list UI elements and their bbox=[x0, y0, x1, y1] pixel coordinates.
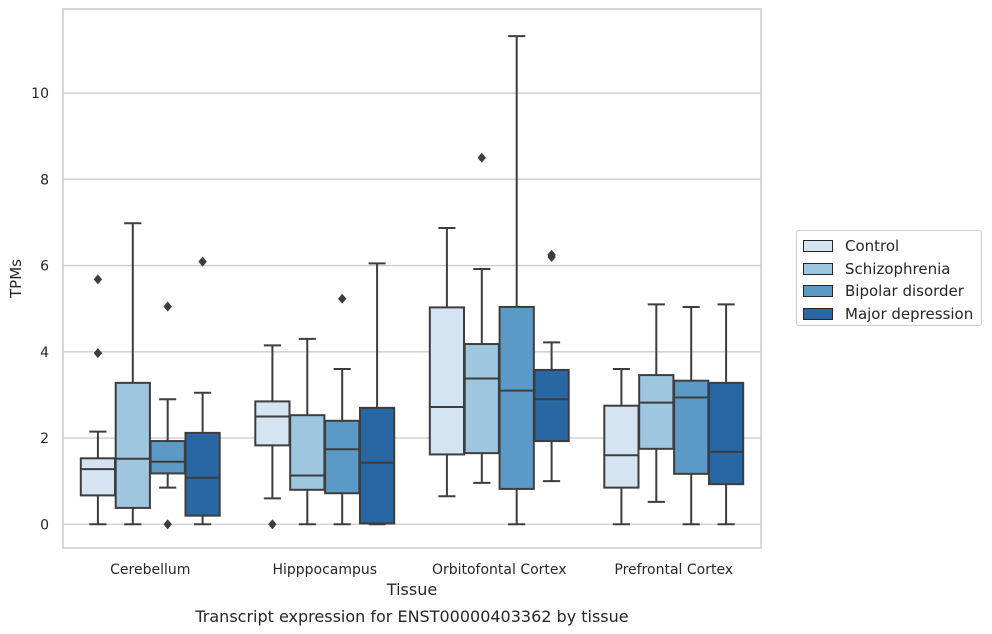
plot-area-frame bbox=[62, 8, 762, 549]
x-tick-label: Prefrontal Cortex bbox=[614, 562, 733, 578]
outlier-point bbox=[198, 256, 207, 267]
box-iqr bbox=[463, 343, 500, 455]
box-2-2 bbox=[498, 35, 535, 526]
box-iqr bbox=[428, 306, 466, 456]
box-3-0 bbox=[603, 368, 640, 526]
box-iqr bbox=[603, 404, 640, 489]
outlier-point bbox=[163, 301, 172, 312]
y-tick-label: 0 bbox=[40, 517, 49, 533]
box-iqr bbox=[498, 305, 535, 490]
boxes-layer bbox=[79, 35, 745, 530]
x-tick-label: Cerebellum bbox=[110, 562, 190, 578]
box-iqr bbox=[638, 374, 675, 450]
y-tick-label: 2 bbox=[40, 431, 49, 447]
outlier-point bbox=[477, 152, 486, 163]
box-0-3 bbox=[184, 256, 221, 526]
legend-swatch bbox=[803, 262, 833, 275]
x-tick-label: Hipppocampus bbox=[272, 562, 377, 578]
box-1-3 bbox=[358, 262, 396, 526]
box-iqr bbox=[149, 440, 186, 475]
legend-label: Bipolar disorder bbox=[845, 282, 964, 301]
chart-title: Transcript expression for ENST0000040336… bbox=[194, 607, 628, 626]
y-tick-label: 4 bbox=[40, 345, 49, 361]
legend-swatch bbox=[803, 285, 833, 298]
outlier-point bbox=[338, 293, 347, 304]
box-1-0 bbox=[254, 344, 291, 530]
box-iqr bbox=[79, 457, 117, 497]
box-iqr bbox=[114, 381, 151, 509]
box-iqr bbox=[358, 406, 396, 525]
x-tick-label: Orbitofontal Cortex bbox=[432, 562, 567, 578]
outlier-point bbox=[93, 348, 103, 359]
box-iqr bbox=[184, 431, 221, 517]
legend-label: Schizophrenia bbox=[845, 259, 951, 278]
y-tick-label: 8 bbox=[40, 172, 49, 188]
box-2-0 bbox=[428, 227, 466, 498]
legend-item: Control bbox=[803, 235, 981, 258]
legend-swatch bbox=[803, 307, 833, 320]
gridlines bbox=[63, 92, 761, 525]
box-iqr bbox=[707, 381, 745, 486]
y-axis-label: TPMs bbox=[7, 259, 25, 299]
box-iqr bbox=[673, 379, 710, 475]
x-axis-label: Tissue bbox=[386, 580, 437, 599]
box-iqr bbox=[289, 414, 326, 491]
box-2-3 bbox=[533, 249, 570, 483]
box-0-2 bbox=[149, 301, 186, 530]
legend: Control Schizophrenia Bipolar disorder Majo… bbox=[796, 230, 982, 326]
box-3-3 bbox=[707, 303, 745, 526]
legend-label: Major depression bbox=[845, 304, 974, 323]
outlier-point bbox=[93, 274, 103, 285]
outlier-point bbox=[163, 519, 172, 530]
box-3-1 bbox=[638, 303, 675, 503]
box-0-1 bbox=[114, 222, 151, 526]
legend-item: Schizophrenia bbox=[803, 258, 981, 281]
box-2-1 bbox=[463, 152, 500, 484]
box-1-1 bbox=[289, 337, 326, 526]
outlier-point bbox=[268, 519, 277, 530]
x-tick-labels: Cerebellum Hipppocampus Orbitofontal Corte… bbox=[110, 562, 733, 578]
legend-item: Bipolar disorder bbox=[803, 280, 981, 303]
legend-swatch bbox=[803, 240, 833, 253]
outlier-point bbox=[547, 249, 556, 260]
box-iqr bbox=[324, 419, 361, 495]
box-1-2 bbox=[324, 293, 361, 526]
y-tick-label: 6 bbox=[40, 259, 49, 275]
box-iqr bbox=[254, 400, 291, 447]
box-0-0 bbox=[79, 274, 117, 526]
box-iqr bbox=[533, 368, 570, 443]
y-tick-labels: 0 2 4 6 8 10 bbox=[31, 86, 49, 533]
box-3-2 bbox=[673, 305, 710, 526]
legend-item: Major depression bbox=[803, 303, 981, 326]
legend-label: Control bbox=[845, 237, 900, 256]
y-tick-label: 10 bbox=[31, 86, 49, 102]
